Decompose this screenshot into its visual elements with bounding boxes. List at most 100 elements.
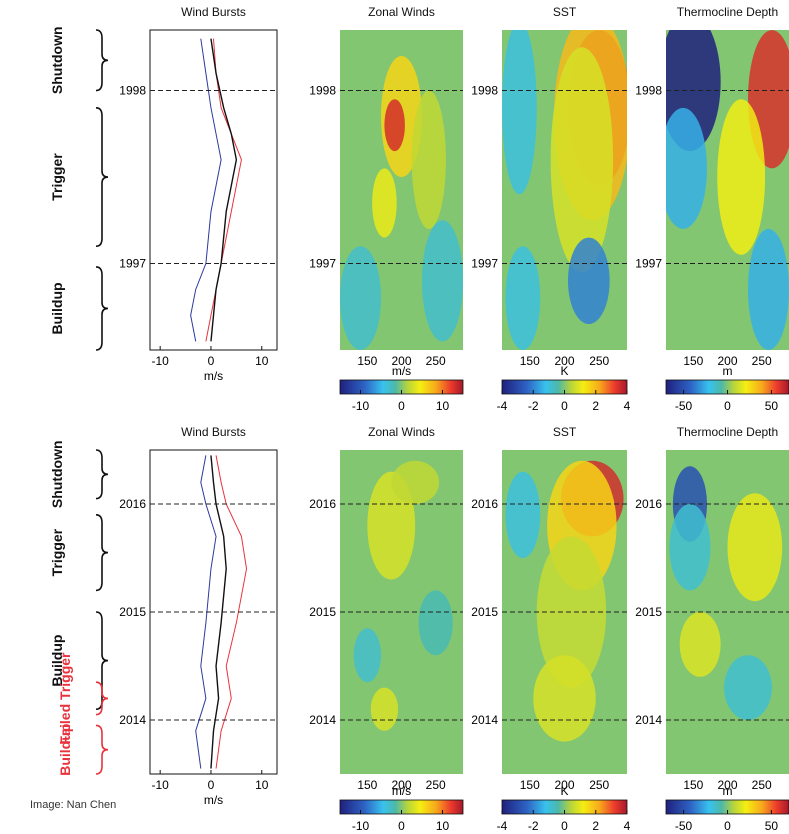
x-tick-label: 150 bbox=[683, 354, 703, 368]
x-axis-label: m/s bbox=[204, 369, 223, 383]
heatmap-cell bbox=[505, 471, 541, 558]
heatmap-cell bbox=[411, 90, 446, 229]
colorbar-tick-label: -2 bbox=[528, 819, 539, 833]
heatmap-cell bbox=[533, 655, 596, 742]
colorbar-tick-label: 0 bbox=[398, 819, 405, 833]
phase-label: Trigger bbox=[49, 153, 65, 201]
phase-brace bbox=[95, 724, 109, 775]
x-tick-label: 200 bbox=[554, 778, 574, 792]
panel-title: Wind Bursts bbox=[181, 425, 246, 439]
colorbar-tick-label: -2 bbox=[528, 399, 539, 413]
phase-brace bbox=[95, 449, 109, 500]
colorbar-tick-label: -10 bbox=[352, 399, 370, 413]
year-label: 2014 bbox=[635, 713, 662, 727]
credit-text: Image: Nan Chen bbox=[30, 799, 116, 811]
panel-title: Zonal Winds bbox=[368, 5, 435, 19]
heatmap-cell bbox=[340, 246, 381, 350]
colorbar-tick-label: -50 bbox=[675, 399, 693, 413]
panel-title: Wind Bursts bbox=[181, 5, 246, 19]
panel-7: SST 2014 2015 2016 150 200 250 K -4 -2 0 2 4 bbox=[471, 425, 630, 833]
heatmap-cell bbox=[418, 590, 453, 656]
x-tick-label: 250 bbox=[752, 354, 772, 368]
year-label: 2014 bbox=[471, 713, 498, 727]
colorbar-tick-label: 4 bbox=[624, 399, 631, 413]
colorbar-tick-label: -50 bbox=[675, 819, 693, 833]
heatmap-cell bbox=[748, 228, 789, 350]
x-tick-label: 250 bbox=[589, 354, 609, 368]
x-tick-label: 200 bbox=[554, 354, 574, 368]
year-label: 1998 bbox=[471, 84, 498, 98]
colorbar-unit-label: m/s bbox=[392, 364, 411, 378]
colorbar-tick-label: 4 bbox=[624, 819, 631, 833]
year-label: 2014 bbox=[309, 713, 336, 727]
x-tick-label: 200 bbox=[391, 778, 411, 792]
year-label: 1998 bbox=[635, 84, 662, 98]
series-line-1 bbox=[215, 455, 248, 769]
heatmap-cell bbox=[384, 99, 405, 152]
panel-title: SST bbox=[553, 5, 577, 19]
colorbar-tick-label: 0 bbox=[398, 399, 405, 413]
colorbar-tick-label: 50 bbox=[765, 399, 779, 413]
phase-brace bbox=[95, 107, 109, 248]
colorbar-tick-label: 10 bbox=[436, 819, 450, 833]
heatmap-cell bbox=[717, 99, 766, 255]
heatmap-cell bbox=[724, 655, 772, 720]
x-tick-label: 10 bbox=[255, 778, 269, 792]
heatmap-field bbox=[502, 30, 627, 350]
year-label: 2015 bbox=[119, 605, 146, 619]
phase-label: Trigger bbox=[49, 528, 65, 576]
heatmap-cell bbox=[679, 612, 721, 677]
colorbar-unit-label: m bbox=[723, 784, 733, 798]
x-tick-label: 0 bbox=[208, 354, 215, 368]
panel-4: Thermocline Depth 1997 1998 150 200 250 m -50 0 5… bbox=[635, 5, 789, 413]
heatmap-cell bbox=[669, 504, 711, 591]
heatmap-field bbox=[340, 30, 463, 350]
colorbar-tick-label: 2 bbox=[592, 819, 599, 833]
x-tick-label: 250 bbox=[752, 778, 772, 792]
heatmap-cell bbox=[372, 168, 397, 238]
heatmap-cell bbox=[353, 628, 382, 683]
panel-2: Zonal Winds 1997 1998 150 200 250 m/s -10 0 10 bbox=[309, 5, 464, 413]
x-tick-label: 250 bbox=[426, 778, 446, 792]
x-tick-label: -10 bbox=[151, 354, 169, 368]
x-tick-label: 200 bbox=[717, 354, 737, 368]
phase-label: Shutdown bbox=[49, 26, 65, 94]
x-tick-label: 150 bbox=[520, 354, 540, 368]
year-label: 2015 bbox=[635, 605, 662, 619]
x-tick-label: -10 bbox=[151, 778, 169, 792]
heatmap-cell bbox=[370, 687, 399, 731]
colorbar-unit-label: m/s bbox=[392, 784, 411, 798]
x-tick-label: 200 bbox=[717, 778, 737, 792]
year-label: 2016 bbox=[309, 497, 336, 511]
colorbar-tick-label: -4 bbox=[497, 819, 508, 833]
year-label: 2015 bbox=[471, 605, 498, 619]
panel-title: Thermocline Depth bbox=[677, 425, 778, 439]
colorbar-tick-label: -10 bbox=[352, 819, 370, 833]
phase-label: Buildup bbox=[57, 724, 73, 776]
year-label: 2015 bbox=[309, 605, 336, 619]
x-axis-label: m/s bbox=[204, 793, 223, 807]
phase-label: Buildup bbox=[49, 635, 65, 687]
colorbar-tick-label: 0 bbox=[724, 399, 731, 413]
colorbar-unit-label: K bbox=[560, 784, 568, 798]
series-line-2 bbox=[195, 455, 217, 769]
panel-1: Wind Bursts -10 0 10 m/s 1997 1998 Shutdown Trig… bbox=[49, 5, 278, 383]
year-label: 2016 bbox=[119, 497, 146, 511]
heatmap-cell bbox=[422, 220, 463, 342]
plot-frame bbox=[149, 29, 278, 351]
colorbar-tick-label: 50 bbox=[765, 819, 779, 833]
x-tick-label: 150 bbox=[357, 354, 377, 368]
colorbar-tick-label: -4 bbox=[497, 399, 508, 413]
year-label: 1998 bbox=[309, 84, 336, 98]
panel-title: Zonal Winds bbox=[368, 425, 435, 439]
year-label: 1998 bbox=[119, 84, 146, 98]
heatmap-cell bbox=[502, 30, 537, 195]
year-label: 1997 bbox=[471, 257, 498, 271]
heatmap-cell bbox=[727, 493, 783, 602]
x-tick-label: 150 bbox=[520, 778, 540, 792]
heatmap-cell bbox=[536, 536, 607, 688]
year-label: 2016 bbox=[635, 497, 662, 511]
year-label: 1997 bbox=[635, 257, 662, 271]
phase-brace bbox=[95, 29, 109, 92]
x-tick-label: 250 bbox=[426, 354, 446, 368]
